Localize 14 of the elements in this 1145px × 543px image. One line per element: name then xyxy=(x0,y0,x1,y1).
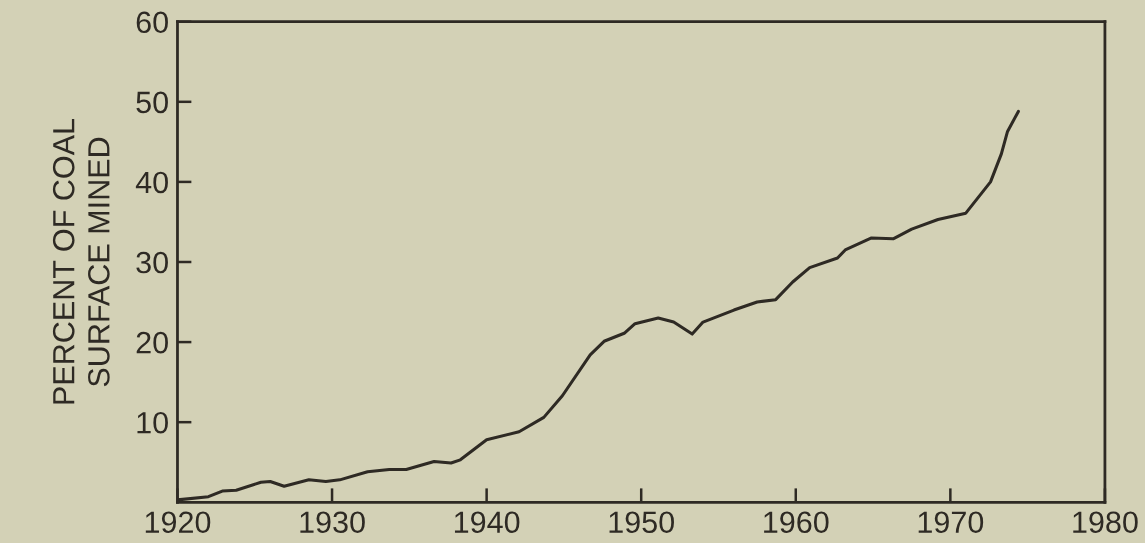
y-tick-label: 50 xyxy=(136,91,168,114)
x-tick-label: 1950 xyxy=(609,511,674,534)
x-tick-label: 1960 xyxy=(764,511,829,534)
y-tick-label: 40 xyxy=(135,171,168,194)
x-tick-label: 1920 xyxy=(145,511,211,534)
x-tick-label: 1970 xyxy=(918,511,984,534)
y-tick-label: 20 xyxy=(136,331,168,354)
y-axis-title: PERCENT OF COAL SURFACE MINED xyxy=(52,118,110,404)
x-tick-label: 1930 xyxy=(300,511,365,534)
y-tick-label: 10 xyxy=(137,411,168,434)
x-tick-label: 1980 xyxy=(1073,511,1138,534)
y-tick-label: 60 xyxy=(136,11,168,34)
y-tick-label: 30 xyxy=(136,251,168,274)
x-tick-label: 1940 xyxy=(454,511,520,534)
